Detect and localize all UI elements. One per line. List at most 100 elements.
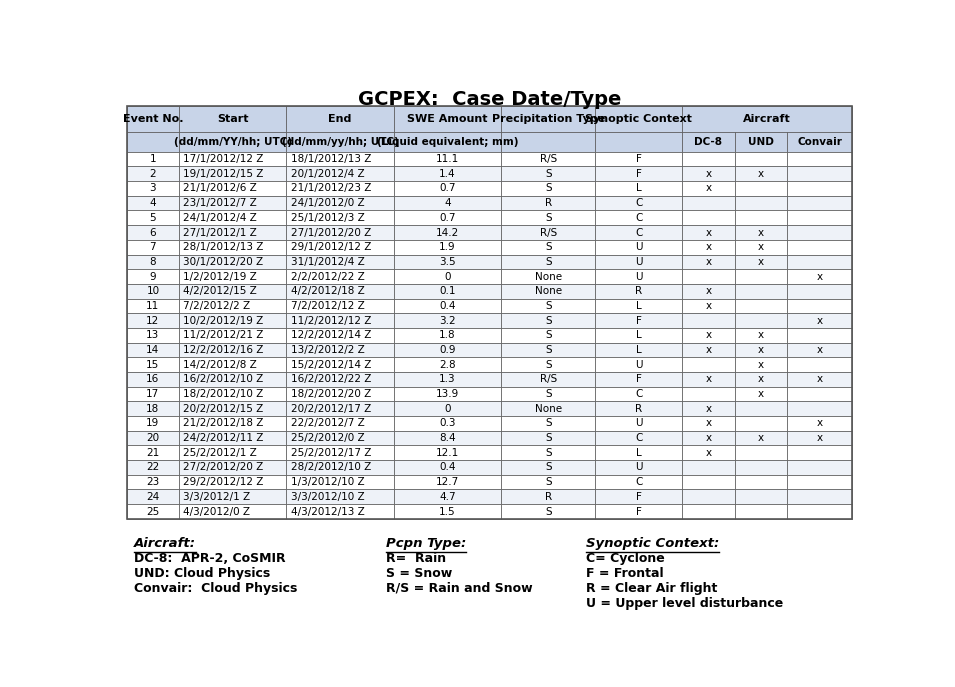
- Text: x: x: [706, 301, 711, 311]
- Bar: [683, 431, 734, 445]
- Bar: [286, 343, 393, 357]
- Bar: [595, 210, 683, 225]
- Text: x: x: [706, 404, 711, 414]
- Text: S: S: [545, 433, 551, 443]
- Text: x: x: [817, 374, 822, 384]
- Bar: [787, 475, 852, 489]
- Text: S: S: [545, 213, 551, 223]
- Text: Synoptic Context: Synoptic Context: [585, 114, 692, 124]
- Text: 16: 16: [146, 374, 159, 384]
- Bar: [501, 152, 595, 166]
- Bar: [683, 269, 734, 284]
- Text: 0.9: 0.9: [439, 345, 456, 355]
- Bar: [179, 460, 286, 475]
- Text: S: S: [545, 243, 551, 252]
- Text: 1.3: 1.3: [439, 374, 456, 384]
- Bar: [787, 254, 852, 269]
- Bar: [595, 460, 683, 475]
- Bar: [683, 328, 734, 343]
- Text: U: U: [635, 257, 643, 267]
- Text: 11: 11: [146, 301, 159, 311]
- Text: R=  Rain: R= Rain: [386, 552, 446, 565]
- Bar: [683, 343, 734, 357]
- Bar: [734, 166, 787, 181]
- Bar: [127, 401, 179, 416]
- Bar: [501, 445, 595, 460]
- Text: x: x: [817, 345, 822, 355]
- Bar: [393, 269, 501, 284]
- Bar: [127, 132, 179, 152]
- Bar: [683, 504, 734, 519]
- Bar: [734, 313, 787, 328]
- Text: L: L: [636, 345, 642, 355]
- Bar: [787, 132, 852, 152]
- Bar: [393, 284, 501, 299]
- Text: x: x: [757, 389, 764, 399]
- Text: 20/1/2012/4 Z: 20/1/2012/4 Z: [290, 169, 365, 179]
- Bar: [127, 254, 179, 269]
- Bar: [179, 299, 286, 313]
- Bar: [683, 372, 734, 387]
- Text: 24/2/2012/11 Z: 24/2/2012/11 Z: [183, 433, 264, 443]
- Bar: [127, 475, 179, 489]
- Text: S = Snow: S = Snow: [386, 567, 452, 580]
- Bar: [286, 357, 393, 372]
- Text: (dd/mm/yy/hh; UTC): (dd/mm/yy/hh; UTC): [282, 137, 398, 147]
- Text: 0: 0: [444, 404, 451, 414]
- Text: Precipitation Type: Precipitation Type: [492, 114, 605, 124]
- Text: 7/2/2012/2 Z: 7/2/2012/2 Z: [183, 301, 250, 311]
- Bar: [179, 106, 286, 132]
- Text: (Liquid equivalent; mm): (Liquid equivalent; mm): [376, 137, 519, 147]
- Bar: [179, 387, 286, 401]
- Text: 20/2/2012/15 Z: 20/2/2012/15 Z: [183, 404, 264, 414]
- Text: 25: 25: [146, 506, 159, 517]
- Text: R: R: [635, 404, 643, 414]
- Text: 13: 13: [146, 330, 159, 340]
- Bar: [127, 299, 179, 313]
- Text: x: x: [817, 271, 822, 282]
- Bar: [683, 284, 734, 299]
- Bar: [683, 299, 734, 313]
- Bar: [595, 254, 683, 269]
- Bar: [683, 445, 734, 460]
- Bar: [286, 240, 393, 254]
- Bar: [683, 416, 734, 431]
- Bar: [683, 152, 734, 166]
- Text: 24/1/2012/0 Z: 24/1/2012/0 Z: [290, 198, 365, 208]
- Bar: [127, 460, 179, 475]
- Bar: [683, 196, 734, 210]
- Bar: [179, 357, 286, 372]
- Text: x: x: [706, 448, 711, 458]
- Text: 12.1: 12.1: [435, 448, 459, 458]
- Bar: [787, 372, 852, 387]
- Text: 19: 19: [146, 418, 159, 429]
- Bar: [683, 387, 734, 401]
- Bar: [787, 284, 852, 299]
- Bar: [286, 372, 393, 387]
- Bar: [787, 387, 852, 401]
- Bar: [787, 181, 852, 196]
- Bar: [127, 225, 179, 240]
- Text: 13/2/2012/2 Z: 13/2/2012/2 Z: [290, 345, 365, 355]
- Text: U: U: [635, 360, 643, 370]
- Text: F: F: [636, 492, 642, 502]
- Bar: [179, 504, 286, 519]
- Text: 25/2/2012/0 Z: 25/2/2012/0 Z: [290, 433, 365, 443]
- Bar: [127, 445, 179, 460]
- Bar: [127, 489, 179, 504]
- Bar: [501, 416, 595, 431]
- Text: S: S: [545, 345, 551, 355]
- Text: C= Cyclone: C= Cyclone: [585, 552, 665, 565]
- Bar: [393, 489, 501, 504]
- Bar: [787, 489, 852, 504]
- Bar: [734, 387, 787, 401]
- Text: 18/2/2012/20 Z: 18/2/2012/20 Z: [290, 389, 371, 399]
- Bar: [501, 210, 595, 225]
- Bar: [787, 431, 852, 445]
- Text: 4/2/2012/18 Z: 4/2/2012/18 Z: [290, 286, 365, 296]
- Text: 13.9: 13.9: [435, 389, 459, 399]
- Text: x: x: [706, 433, 711, 443]
- Text: 12.7: 12.7: [435, 477, 459, 487]
- Bar: [595, 299, 683, 313]
- Text: 10/2/2012/19 Z: 10/2/2012/19 Z: [183, 315, 264, 326]
